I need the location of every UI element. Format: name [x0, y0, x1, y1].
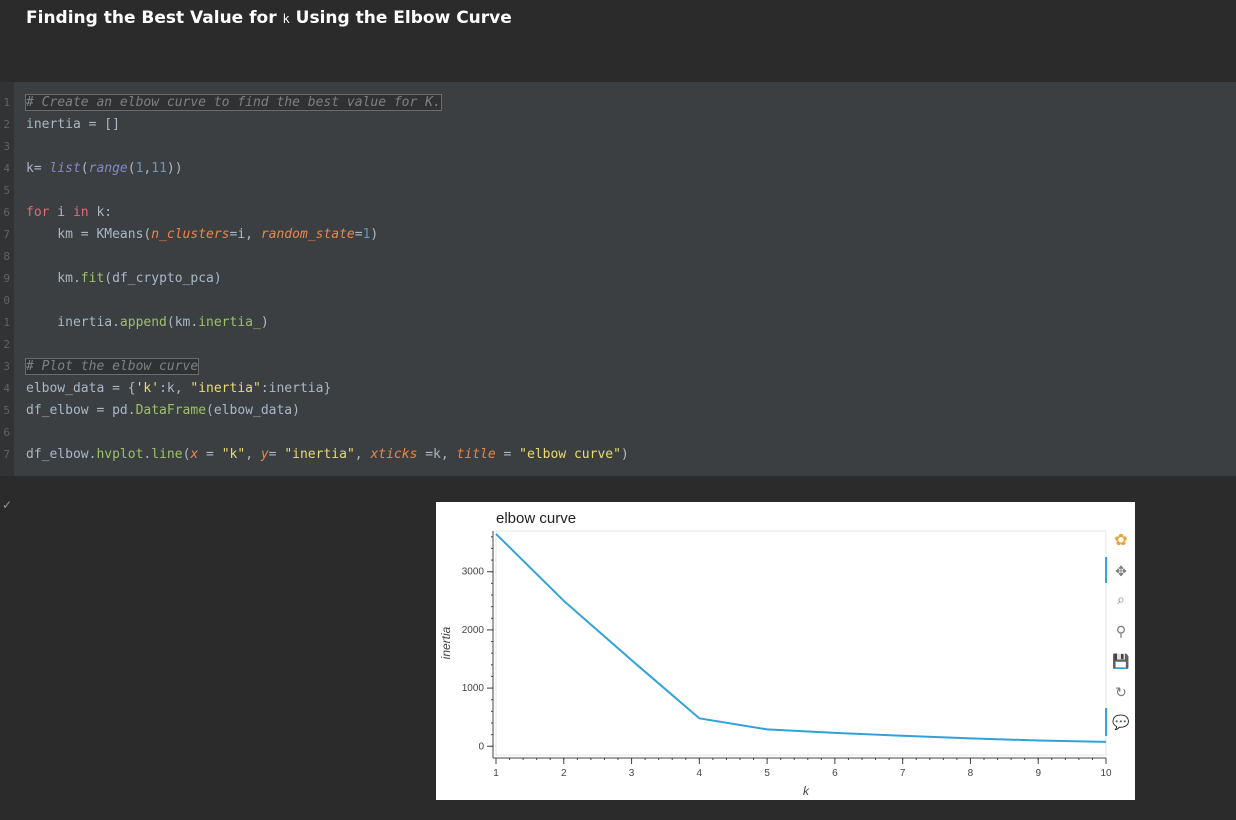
code-line[interactable]: 3 # Plot the elbow curve: [0, 356, 1236, 378]
x-tick-label: 9: [1035, 768, 1041, 779]
active-tool-indicator: [1105, 557, 1107, 583]
wheel-zoom-tool-icon[interactable]: ⚲: [1116, 624, 1126, 640]
code-line[interactable]: 5: [0, 180, 1236, 202]
line-number: 3: [3, 140, 10, 153]
heading-text-start: Finding the Best Value for: [26, 8, 283, 28]
box-zoom-tool-icon[interactable]: ⌕: [1117, 592, 1125, 608]
x-tick-label: 10: [1100, 768, 1112, 779]
y-axis-label: inertia: [439, 626, 453, 659]
output-status-check: ✓: [2, 498, 13, 512]
code-line[interactable]: 2 inertia = []: [0, 114, 1236, 136]
line-number: 1: [3, 96, 10, 109]
line-number: 7: [3, 448, 10, 461]
code-text: km.fit(df_crypto_pca): [26, 271, 222, 286]
x-tick-label: 7: [900, 768, 906, 779]
code-text: k= list(range(1,11)): [26, 161, 183, 176]
line-number-gutter: [0, 82, 14, 476]
line-number: 2: [3, 338, 10, 351]
code-line[interactable]: 3: [0, 136, 1236, 158]
code-cell[interactable]: 1 # Create an elbow curve to find the bes…: [0, 82, 1236, 476]
code-text: for i in k:: [26, 205, 113, 220]
code-text: km = KMeans(n_clusters=i, random_state=1…: [26, 227, 379, 242]
code-text: df_elbow = pd.DataFrame(elbow_data): [26, 403, 300, 418]
code-line[interactable]: 1 # Create an elbow curve to find the bes…: [0, 92, 1236, 114]
y-tick-label: 0: [478, 741, 484, 752]
markdown-cell: Finding the Best Value for k Using the E…: [0, 0, 1236, 72]
reset-tool-icon[interactable]: ↻: [1115, 685, 1127, 701]
line-number: 1: [3, 316, 10, 329]
code-line[interactable]: 8: [0, 246, 1236, 268]
hover-tool-icon[interactable]: 💬: [1112, 714, 1130, 731]
x-tick-label: 6: [832, 768, 838, 779]
code-line[interactable]: 7 km = KMeans(n_clusters=i, random_state…: [0, 224, 1236, 246]
code-text: # Create an elbow curve to find the best…: [25, 94, 442, 111]
y-tick-label: 3000: [462, 567, 485, 578]
plot-frame: [495, 530, 1107, 756]
code-line[interactable]: 6: [0, 422, 1236, 444]
code-line[interactable]: 7 df_elbow.hvplot.line(x = "k", y= "inert…: [0, 444, 1236, 466]
y-tick-label: 2000: [462, 625, 485, 636]
x-tick-label: 8: [968, 768, 974, 779]
x-tick-label: 1: [493, 768, 499, 779]
series-line: [495, 533, 1107, 743]
code-line[interactable]: 1 inertia.append(km.inertia_): [0, 312, 1236, 334]
heading-k-code: k: [282, 12, 290, 26]
x-tick-label: 5: [764, 768, 770, 779]
code-text: inertia = []: [26, 117, 120, 132]
code-line[interactable]: 4 elbow_data = {'k':k, "inertia":inertia}: [0, 378, 1236, 400]
code-text: # Plot the elbow curve: [24, 358, 200, 375]
save-tool-icon[interactable]: 💾: [1112, 653, 1129, 670]
bokeh-logo-icon[interactable]: ✿: [1114, 530, 1127, 549]
section-heading: Finding the Best Value for k Using the E…: [26, 8, 512, 28]
code-line[interactable]: 9 km.fit(df_crypto_pca): [0, 268, 1236, 290]
line-number: 8: [3, 250, 10, 263]
code-text: inertia.append(km.inertia_): [26, 315, 269, 330]
code-line[interactable]: 0: [0, 290, 1236, 312]
line-number: 5: [3, 184, 10, 197]
code-line[interactable]: 6 for i in k:: [0, 202, 1236, 224]
chart-title: elbow curve: [496, 510, 576, 527]
code-line[interactable]: 5 df_elbow = pd.DataFrame(elbow_data): [0, 400, 1236, 422]
line-number: 7: [3, 228, 10, 241]
heading-text-end: Using the Elbow Curve: [289, 8, 512, 28]
line-number: 0: [3, 294, 10, 307]
pan-tool-icon[interactable]: ✥: [1115, 564, 1127, 580]
line-number: 4: [3, 162, 10, 175]
y-tick-label: 1000: [462, 683, 485, 694]
code-text: df_elbow.hvplot.line(x = "k", y= "inerti…: [26, 447, 629, 462]
chart-svg: elbow curve 0 1000 2000 3000 1 2 3 4 5 6 7 8 9 10 k iner…: [439, 510, 1130, 798]
line-number: 3: [3, 360, 10, 373]
active-tool-indicator: [1105, 708, 1107, 736]
line-number: 6: [3, 426, 10, 439]
code-line[interactable]: 4 k= list(range(1,11)): [0, 158, 1236, 180]
elbow-curve-plot[interactable]: elbow curve 0 1000 2000 3000 1 2 3 4 5 6 7 8 9 10 k iner…: [436, 502, 1135, 800]
line-number: 5: [3, 404, 10, 417]
x-tick-label: 2: [561, 768, 567, 779]
line-number: 6: [3, 206, 10, 219]
x-tick-label: 4: [697, 768, 703, 779]
line-number: 2: [3, 118, 10, 131]
line-number: 9: [3, 272, 10, 285]
x-axis-label: k: [803, 784, 810, 798]
line-number: 4: [3, 382, 10, 395]
x-tick-label: 3: [629, 768, 635, 779]
code-text: elbow_data = {'k':k, "inertia":inertia}: [26, 381, 332, 396]
code-line[interactable]: 2: [0, 334, 1236, 356]
